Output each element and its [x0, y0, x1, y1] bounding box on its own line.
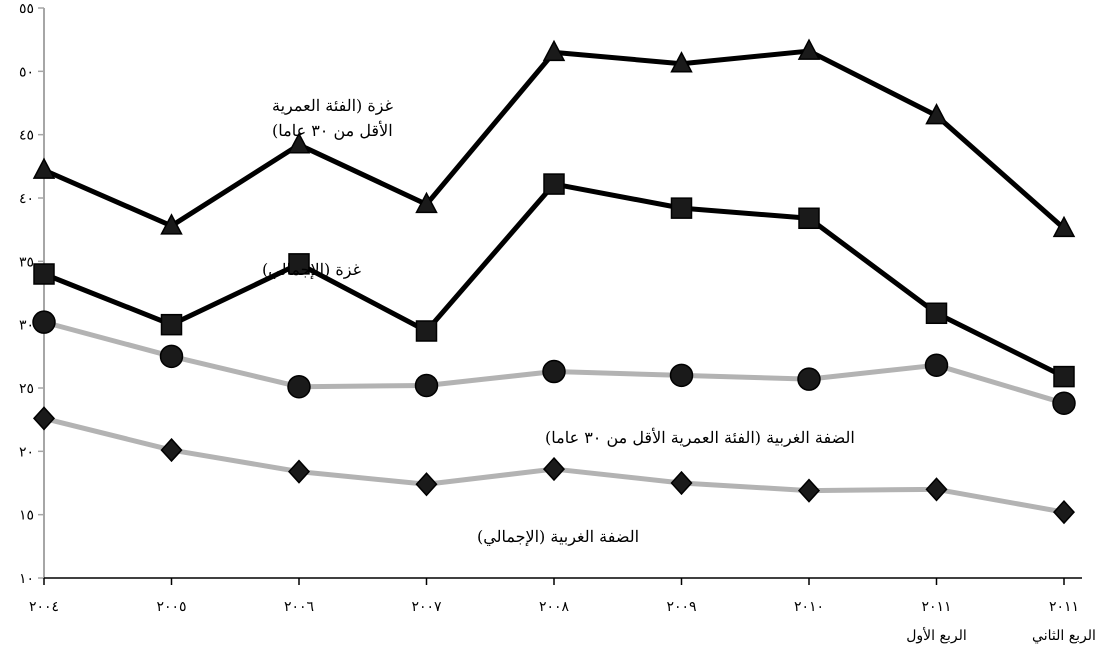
data-point-triangle	[925, 103, 948, 125]
data-point-triangle	[542, 39, 566, 62]
data-point-diamond	[160, 437, 183, 463]
data-point-square	[33, 263, 55, 285]
x-tick-label: ٢٠٠٦	[284, 599, 314, 615]
x-tick-label: ٢٠٠٩	[666, 599, 696, 615]
y-tick-label: ٣٥	[19, 254, 34, 270]
x-axis-ticks: ٢٠٠٤ ٢٠٠٥ ٢٠٠٦ ٢٠٠٧ ٢٠٠٨ ٢٠٠٩ ٢٠١٠ ٢٠١١ الربع ال…	[29, 578, 1096, 644]
series-labels: غزة (الفئة العمرية الأقل من ٣٠ عاما) غزة (…	[262, 96, 855, 546]
series-1	[32, 38, 1076, 238]
data-point-circle	[542, 359, 566, 384]
data-point-circle	[1052, 391, 1076, 415]
data-point-square	[925, 302, 948, 325]
x-tick-sublabel: الربع الأول	[906, 626, 966, 644]
data-point-square	[543, 173, 565, 195]
data-point-triangle	[1052, 215, 1076, 238]
data-point-triangle	[415, 191, 438, 214]
x-tick-label: ٢٠٠٥	[156, 599, 186, 615]
y-tick-label: ٤٠	[19, 191, 34, 207]
series-label-1: الأقل من ٣٠ عاما)	[272, 121, 393, 140]
y-axis-ticks: ١٠ ١٥ ٢٠ ٢٥ ٣٠ ٣٥ ٤٠ ٤٥ ٥٠ ٥٥	[19, 1, 44, 587]
data-point-square	[1053, 365, 1075, 388]
series-label-1: غزة (الفئة العمرية	[272, 96, 393, 115]
data-point-circle	[669, 363, 694, 388]
data-point-square	[288, 253, 310, 275]
data-point-diamond	[287, 459, 311, 484]
x-tick-label: ٢٠٠٨	[539, 599, 570, 615]
y-tick-label: ٢٠	[19, 444, 34, 460]
x-tick-label: ٢٠٠٤	[29, 599, 59, 615]
y-tick-label: ٢٥	[19, 381, 34, 397]
x-tick-label: ٢٠١١	[921, 599, 951, 615]
data-point-triangle	[32, 157, 56, 179]
series-3	[32, 310, 1076, 415]
data-point-triangle	[287, 132, 311, 154]
series-label-3: الضفة الغربية (الفئة العمرية الأقل من ٣٠…	[545, 428, 855, 447]
x-tick-label: ٢٠١١	[1049, 599, 1079, 615]
data-point-triangle	[670, 51, 693, 73]
data-point-square	[670, 197, 693, 219]
data-point-diamond	[670, 470, 693, 496]
y-tick-label: ٣٠	[19, 318, 34, 334]
series-line	[42, 48, 1066, 231]
data-point-triangle	[160, 213, 183, 235]
data-point-circle	[32, 310, 56, 334]
data-point-circle	[159, 344, 184, 369]
y-tick-label: ١٥	[19, 508, 34, 524]
axes	[43, 8, 1082, 579]
data-point-diamond	[32, 406, 56, 431]
data-point-square	[160, 313, 183, 336]
x-tick-label: ٢٠١٠	[794, 599, 824, 615]
data-point-diamond	[542, 456, 566, 482]
data-point-diamond	[1052, 500, 1076, 525]
y-tick-label: ٥٥	[19, 1, 34, 17]
y-tick-label: ١٠	[19, 571, 34, 587]
series-2	[33, 173, 1075, 388]
data-point-square	[415, 320, 438, 342]
data-point-circle	[924, 353, 949, 377]
data-point-circle	[797, 367, 821, 391]
x-tick-label: ٢٠٠٧	[411, 599, 442, 615]
data-point-diamond	[415, 472, 438, 497]
data-point-triangle	[797, 38, 821, 60]
series-4	[32, 406, 1076, 525]
y-tick-label: ٤٥	[19, 128, 34, 144]
data-point-square	[798, 207, 820, 230]
series-label-4: الضفة الغربية (الإجمالي)	[477, 527, 639, 546]
y-tick-label: ٥٠	[19, 64, 34, 80]
series-group	[32, 38, 1076, 525]
series-line	[43, 181, 1066, 379]
data-point-diamond	[797, 478, 821, 503]
data-point-circle	[287, 374, 311, 399]
x-tick-sublabel: الربع الثاني	[1032, 628, 1096, 644]
data-point-circle	[414, 373, 439, 398]
data-point-diamond	[925, 477, 948, 502]
series-label-2: غزة (الإجمالي)	[262, 260, 361, 279]
